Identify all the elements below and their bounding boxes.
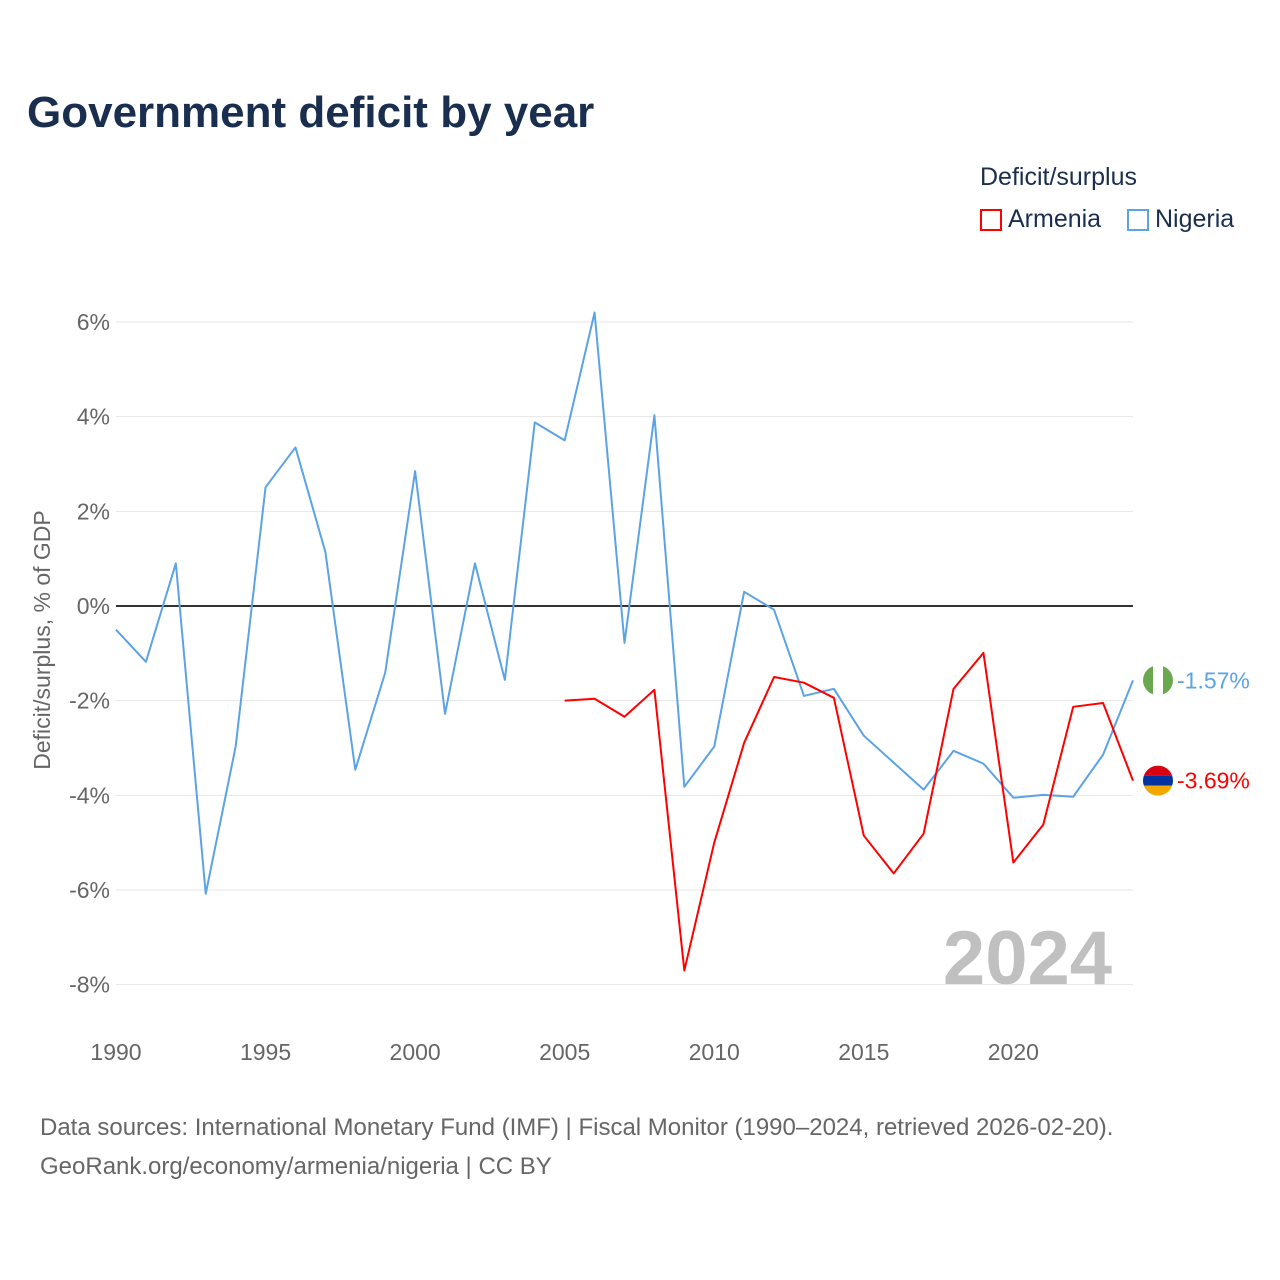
x-tick-label: 2005 [539,1039,590,1065]
armenia-flag-icon [1143,765,1173,796]
source-line: Data sources: International Monetary Fun… [40,1114,1114,1141]
x-tick-label: 1995 [240,1039,291,1065]
y-tick-label: 0% [77,593,110,619]
source-url: GeoRank.org/economy/armenia/nigeria | CC… [40,1153,552,1180]
series-line-nigeria [115,311,1134,895]
legend-label: Nigeria [1155,205,1235,233]
x-tick-label: 2000 [390,1039,441,1065]
x-tick-label: 1990 [90,1039,141,1065]
legend-swatch [1127,208,1149,231]
y-tick-label: 2% [77,498,110,524]
y-tick-label: -2% [69,688,110,714]
legend-item-nigeria[interactable]: Nigeria [1127,205,1234,234]
series-line-armenia [564,651,1134,972]
legend-label: Armenia [1008,205,1102,233]
y-tick-label: 6% [77,309,110,335]
year-watermark: 2024 [943,916,1112,1001]
chart-title: Government deficit by year [27,88,595,137]
y-tick-label: -8% [69,972,110,998]
x-tick-label: 2010 [689,1039,740,1065]
legend-title: Deficit/surplus [980,163,1137,191]
y-tick-label: -6% [69,877,110,903]
y-tick-label: 4% [77,404,110,430]
y-tick-label: -4% [69,782,110,808]
x-tick-label: 2015 [838,1039,889,1065]
end-label-armenia: -3.69% [1177,768,1250,794]
legend-swatch [980,208,1002,231]
legend-item-armenia[interactable]: Armenia [980,205,1101,234]
end-label-nigeria: -1.57% [1177,667,1250,693]
y-axis-label: Deficit/surplus, % of GDP [29,510,55,769]
x-tick-label: 2020 [988,1039,1039,1065]
nigeria-flag-icon [1143,665,1173,696]
source-note: Data sources: International Monetary Fun… [40,1108,1113,1186]
